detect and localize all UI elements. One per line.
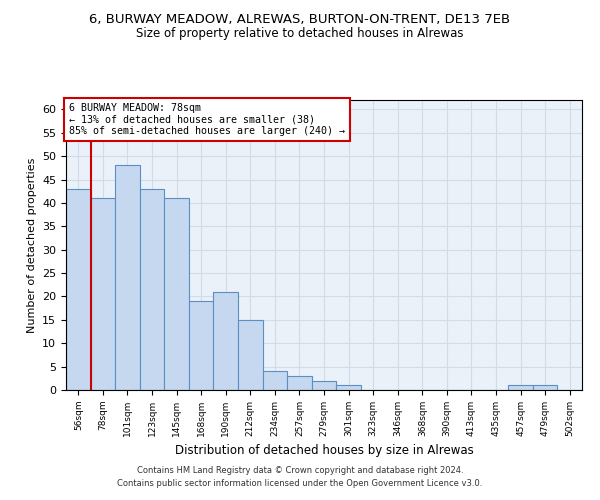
Bar <box>263 372 287 390</box>
Bar <box>287 376 312 390</box>
Bar <box>214 292 238 390</box>
Text: 6 BURWAY MEADOW: 78sqm
← 13% of detached houses are smaller (38)
85% of semi-det: 6 BURWAY MEADOW: 78sqm ← 13% of detached… <box>68 103 344 136</box>
Bar <box>140 189 164 390</box>
Text: Size of property relative to detached houses in Alrewas: Size of property relative to detached ho… <box>136 28 464 40</box>
Text: Contains HM Land Registry data © Crown copyright and database right 2024.
Contai: Contains HM Land Registry data © Crown c… <box>118 466 482 487</box>
Bar <box>312 380 336 390</box>
Bar <box>533 386 557 390</box>
Y-axis label: Number of detached properties: Number of detached properties <box>26 158 37 332</box>
Bar <box>164 198 189 390</box>
Bar <box>238 320 263 390</box>
Bar <box>91 198 115 390</box>
X-axis label: Distribution of detached houses by size in Alrewas: Distribution of detached houses by size … <box>175 444 473 458</box>
Text: 6, BURWAY MEADOW, ALREWAS, BURTON-ON-TRENT, DE13 7EB: 6, BURWAY MEADOW, ALREWAS, BURTON-ON-TRE… <box>89 12 511 26</box>
Bar <box>508 386 533 390</box>
Bar <box>336 386 361 390</box>
Bar <box>66 189 91 390</box>
Bar <box>115 166 140 390</box>
Bar <box>189 301 214 390</box>
